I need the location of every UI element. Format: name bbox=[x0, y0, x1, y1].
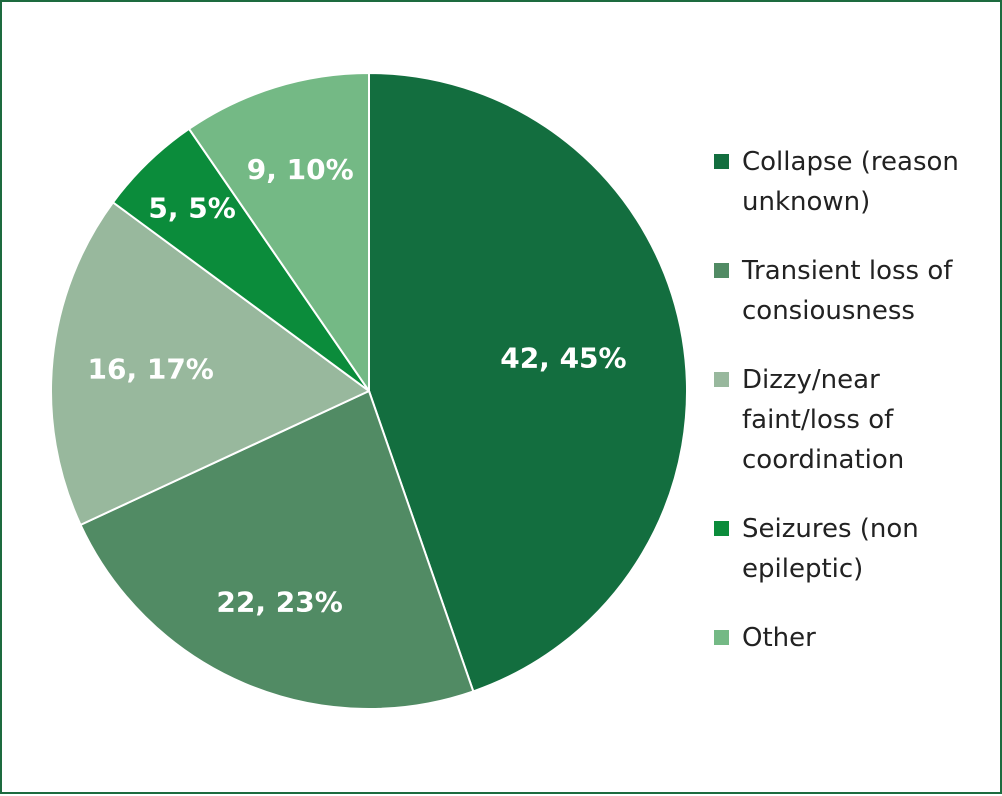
data-label-other: 9, 10% bbox=[247, 153, 354, 186]
legend-swatch-other bbox=[714, 630, 729, 645]
pie-slices bbox=[50, 72, 688, 710]
pie-labels: 42, 45% 22, 23% 16, 17% 5, 5% 9, 10% bbox=[87, 153, 626, 619]
data-label-transient-loss: 22, 23% bbox=[216, 585, 342, 618]
legend-swatch-collapse bbox=[714, 154, 729, 169]
legend-item-dizzy: Dizzy/near faint/loss of coordination bbox=[714, 360, 999, 480]
legend-item-collapse: Collapse (reason unknown) bbox=[714, 142, 999, 222]
legend-swatch-seizures bbox=[714, 521, 729, 536]
legend-label-other: Other bbox=[742, 623, 816, 653]
legend-label-dizzy: Dizzy/near faint/loss of coordination bbox=[742, 365, 905, 475]
pie-slice-other bbox=[188, 72, 370, 392]
pie-slice-dizzy bbox=[50, 201, 370, 526]
legend-label-transient-loss: Transient loss of consiousness bbox=[742, 256, 953, 326]
data-label-seizures: 5, 5% bbox=[148, 192, 235, 225]
pie-slice-collapse bbox=[368, 72, 688, 693]
data-label-collapse: 42, 45% bbox=[500, 342, 626, 375]
legend: Collapse (reason unknown) Transient loss… bbox=[714, 142, 999, 687]
legend-item-transient-loss: Transient loss of consiousness bbox=[714, 251, 999, 331]
legend-swatch-dizzy bbox=[714, 372, 729, 387]
legend-label-seizures: Seizures (non epileptic) bbox=[742, 514, 919, 584]
data-label-dizzy: 16, 17% bbox=[87, 353, 213, 386]
legend-item-other: Other bbox=[714, 618, 999, 658]
legend-label-collapse: Collapse (reason unknown) bbox=[742, 147, 959, 217]
legend-swatch-transient-loss bbox=[714, 263, 729, 278]
legend-item-seizures: Seizures (non epileptic) bbox=[714, 509, 999, 589]
pie-slice-transient-loss bbox=[79, 390, 475, 710]
